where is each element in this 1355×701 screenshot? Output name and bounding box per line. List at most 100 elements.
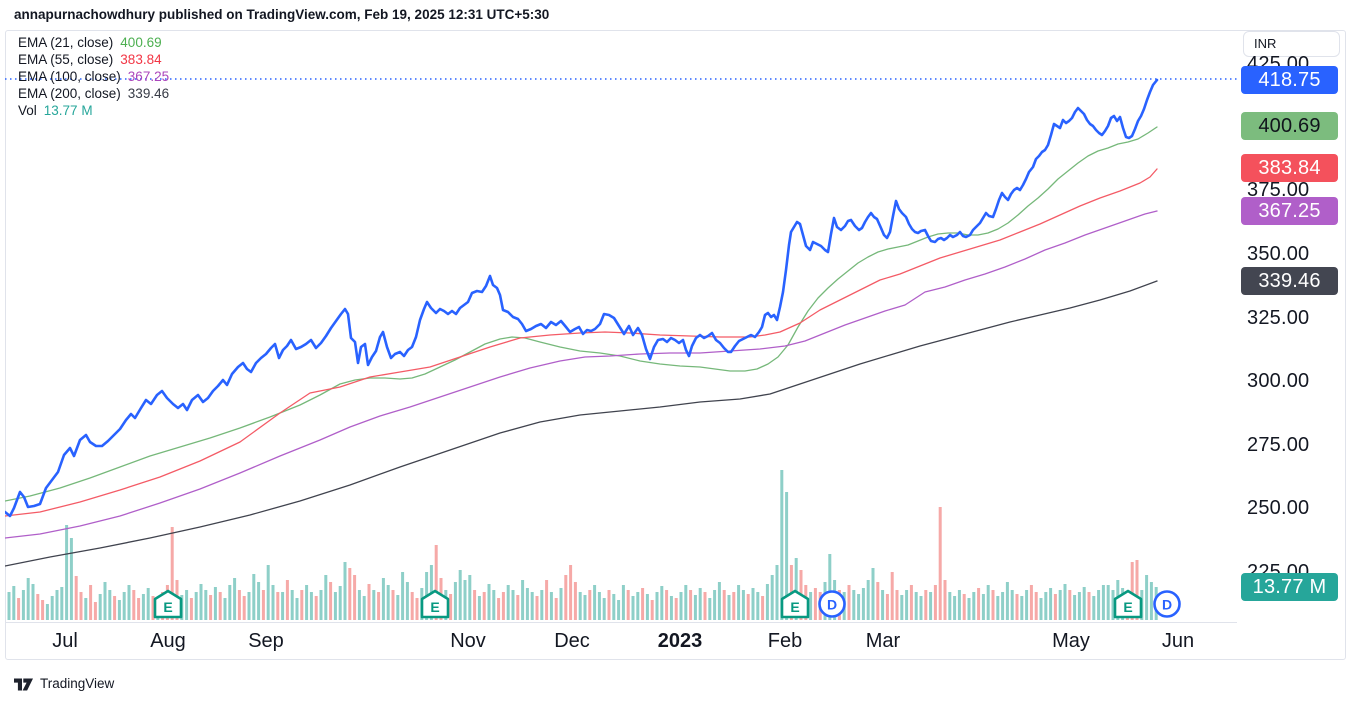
- volume-bar: [741, 590, 745, 620]
- volume-bar: [79, 592, 83, 620]
- price-tick-label: 250.00: [1247, 497, 1310, 519]
- volume-bar: [866, 580, 870, 620]
- legend-row-ema21[interactable]: EMA (21, close) 400.69: [18, 34, 169, 51]
- volume-bar: [717, 582, 721, 620]
- volume-bar: [348, 568, 352, 620]
- indicator-legend: EMA (21, close) 400.69 EMA (55, close) 3…: [18, 34, 169, 119]
- legend-row-ema200[interactable]: EMA (200, close) 339.46: [18, 85, 169, 102]
- volume-bar: [453, 582, 457, 620]
- volume-bar: [516, 595, 520, 620]
- volume-bar: [756, 592, 760, 620]
- price-axis-badge: 383.84: [1241, 154, 1338, 182]
- volume-bar: [141, 594, 145, 620]
- volume-bar: [669, 596, 673, 620]
- volume-bar: [343, 562, 347, 620]
- currency-selector[interactable]: INR: [1243, 31, 1340, 57]
- volume-bar: [449, 594, 453, 620]
- volume-bar: [98, 594, 102, 620]
- price-axis-badge: 367.25: [1241, 197, 1338, 225]
- price-tick-label: 275.00: [1247, 434, 1310, 456]
- volume-bar: [257, 582, 261, 620]
- volume-bar: [593, 585, 597, 620]
- earnings-marker[interactable]: E: [780, 589, 810, 619]
- volume-bar: [885, 594, 889, 620]
- time-axis[interactable]: Jul Aug Sep Nov Dec 2023 Feb Mar May Jun: [5, 622, 1237, 659]
- volume-bar: [597, 592, 601, 620]
- volume-bar: [828, 554, 832, 620]
- volume-bar: [578, 592, 582, 620]
- volume-bar: [1029, 585, 1033, 620]
- legend-label: Vol: [18, 103, 37, 118]
- volume-bar: [1087, 592, 1091, 620]
- legend-row-ema55[interactable]: EMA (55, close) 383.84: [18, 51, 169, 68]
- volume-bar: [545, 580, 549, 620]
- volume-bar: [151, 596, 155, 620]
- volume-bar: [122, 592, 126, 620]
- volume-bar: [60, 587, 64, 620]
- volume-bar: [641, 588, 645, 620]
- dividend-marker[interactable]: D: [817, 589, 847, 619]
- volume-bar: [1092, 596, 1096, 620]
- volume-bar: [583, 595, 587, 620]
- price-tick-label: 325.00: [1247, 307, 1310, 329]
- tradingview-logo-icon[interactable]: [14, 677, 33, 691]
- legend-value: 400.69: [120, 35, 162, 50]
- earnings-marker[interactable]: E: [153, 589, 183, 619]
- volume-bar: [17, 598, 21, 620]
- volume-bar: [737, 585, 741, 620]
- svg-text:E: E: [790, 599, 799, 615]
- volume-bar: [1106, 585, 1110, 620]
- volume-bar: [218, 592, 222, 620]
- earnings-marker[interactable]: E: [1113, 589, 1143, 619]
- volume-bar: [549, 592, 553, 620]
- volume-bar: [655, 592, 659, 620]
- price-chart-canvas[interactable]: [5, 30, 1237, 622]
- volume-bar: [588, 590, 592, 620]
- volume-bar: [50, 596, 54, 620]
- volume-bar: [650, 600, 654, 620]
- volume-bar: [861, 588, 865, 620]
- svg-text:D: D: [1162, 597, 1172, 613]
- legend-label: EMA (100, close): [18, 69, 121, 84]
- earnings-marker[interactable]: E: [420, 589, 450, 619]
- volume-bar: [247, 592, 251, 620]
- legend-row-ema100[interactable]: EMA (100, close) 367.25: [18, 68, 169, 85]
- price-line: [5, 78, 1159, 518]
- volume-bar: [271, 585, 275, 620]
- price-axis-badge: 339.46: [1241, 267, 1338, 295]
- dividend-marker[interactable]: D: [1152, 589, 1182, 619]
- volume-bar: [1077, 592, 1081, 620]
- volume-bar: [458, 570, 462, 620]
- volume-bar: [943, 580, 947, 620]
- svg-text:D: D: [827, 597, 837, 613]
- chart-panel: [5, 30, 1346, 660]
- volume-bar: [185, 590, 189, 620]
- volume-bar: [775, 565, 779, 620]
- volume-bar: [924, 590, 928, 620]
- volume-bar: [770, 575, 774, 620]
- volume-bar: [237, 590, 241, 620]
- volume-bar: [785, 492, 789, 620]
- volume-bar: [473, 590, 477, 620]
- volume-bar: [55, 590, 59, 620]
- volume-bar: [895, 590, 899, 620]
- volume-bar: [108, 590, 112, 620]
- legend-row-volume[interactable]: Vol 13.77 M: [18, 102, 169, 119]
- price-axis[interactable]: INR 425.00 375.00 350.00 325.00 300.00 275.00…: [1237, 30, 1346, 622]
- volume-bar: [631, 596, 635, 620]
- price-tick-label: 375.00: [1247, 179, 1310, 201]
- volume-bar: [607, 590, 611, 620]
- volume-bar: [300, 590, 304, 620]
- volume-bar: [468, 575, 472, 620]
- volume-bar: [703, 592, 707, 620]
- volume-bar: [324, 575, 328, 620]
- volume-bar: [314, 596, 318, 620]
- volume-bar: [1005, 582, 1009, 620]
- ema-line: [5, 210, 1158, 539]
- volume-bar: [765, 584, 769, 620]
- brand-name[interactable]: TradingView: [40, 676, 115, 691]
- volume-bar: [693, 595, 697, 620]
- volume-bar: [497, 598, 501, 620]
- volume-bar: [636, 592, 640, 620]
- svg-text:E: E: [430, 599, 439, 615]
